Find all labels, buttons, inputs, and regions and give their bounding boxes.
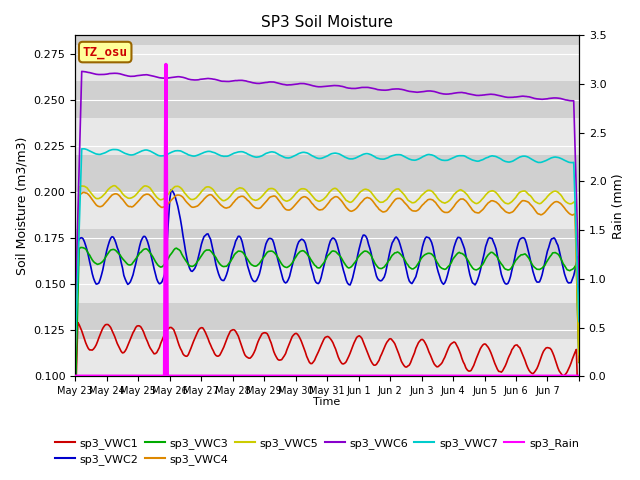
Bar — [75, 82, 579, 118]
Bar — [75, 266, 579, 302]
Bar — [75, 339, 579, 376]
Bar — [75, 155, 579, 192]
Bar — [75, 45, 579, 82]
Title: SP3 Soil Moisture: SP3 Soil Moisture — [261, 15, 393, 30]
Text: TZ_osu: TZ_osu — [83, 46, 128, 59]
X-axis label: Time: Time — [314, 397, 340, 408]
Y-axis label: Rain (mm): Rain (mm) — [612, 173, 625, 239]
Bar — [75, 192, 579, 229]
Bar — [75, 302, 579, 339]
Bar — [75, 8, 579, 45]
Legend: sp3_VWC1, sp3_VWC2, sp3_VWC3, sp3_VWC4, sp3_VWC5, sp3_VWC6, sp3_VWC7, sp3_Rain: sp3_VWC1, sp3_VWC2, sp3_VWC3, sp3_VWC4, … — [51, 433, 584, 469]
Bar — [75, 118, 579, 155]
Y-axis label: Soil Moisture (m3/m3): Soil Moisture (m3/m3) — [15, 137, 28, 275]
Bar — [75, 229, 579, 266]
